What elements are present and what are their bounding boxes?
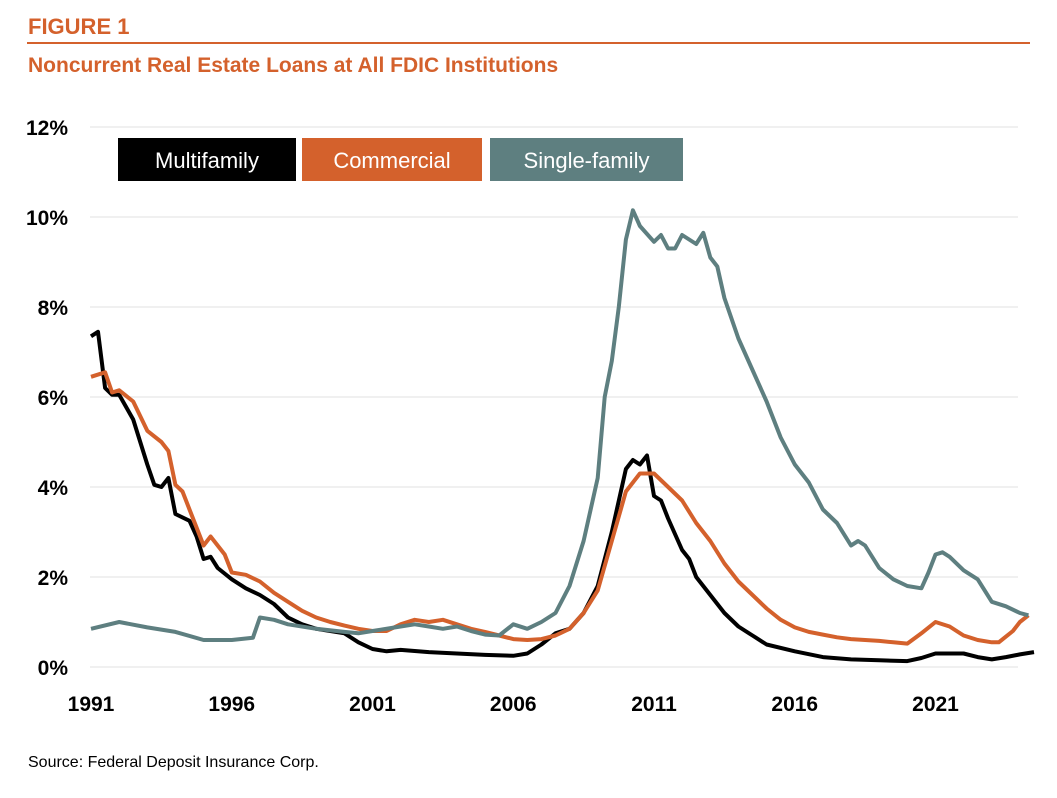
- y-tick-label: 0%: [38, 657, 69, 680]
- y-tick-label: 10%: [26, 207, 68, 230]
- x-tick-label: 1996: [208, 693, 255, 716]
- y-tick-label: 4%: [38, 477, 69, 500]
- header-rule: [27, 42, 1030, 44]
- series-line-commercial: [90, 370, 1030, 646]
- chart-title: Noncurrent Real Estate Loans at All FDIC…: [28, 54, 559, 77]
- x-tick-label: 2021: [912, 693, 959, 716]
- legend-label-commercial: Commercial: [333, 148, 450, 173]
- legend-label-single-family: Single-family: [524, 148, 650, 173]
- y-tick-label: 12%: [26, 117, 68, 140]
- x-tick-label: 2016: [771, 693, 818, 716]
- y-tick-label: 8%: [38, 297, 69, 320]
- x-tick-label: 1991: [68, 693, 115, 716]
- legend-swatch-multifamily: [118, 138, 296, 181]
- series-line-multifamily: [89, 329, 1035, 664]
- y-tick-label: 2%: [38, 567, 69, 590]
- series-line-single-family: [90, 208, 1029, 642]
- figure-label: FIGURE 1: [28, 14, 130, 39]
- y-tick-label: 6%: [38, 387, 69, 410]
- source-note: Source: Federal Deposit Insurance Corp.: [28, 754, 319, 771]
- x-tick-label: 2006: [490, 693, 537, 716]
- x-tick-label: 2001: [349, 693, 396, 716]
- x-tick-label: 2011: [631, 693, 677, 716]
- legend-swatch-single-family: [490, 138, 683, 181]
- legend-swatch-commercial: [302, 138, 482, 181]
- legend-label-multifamily: Multifamily: [155, 148, 259, 173]
